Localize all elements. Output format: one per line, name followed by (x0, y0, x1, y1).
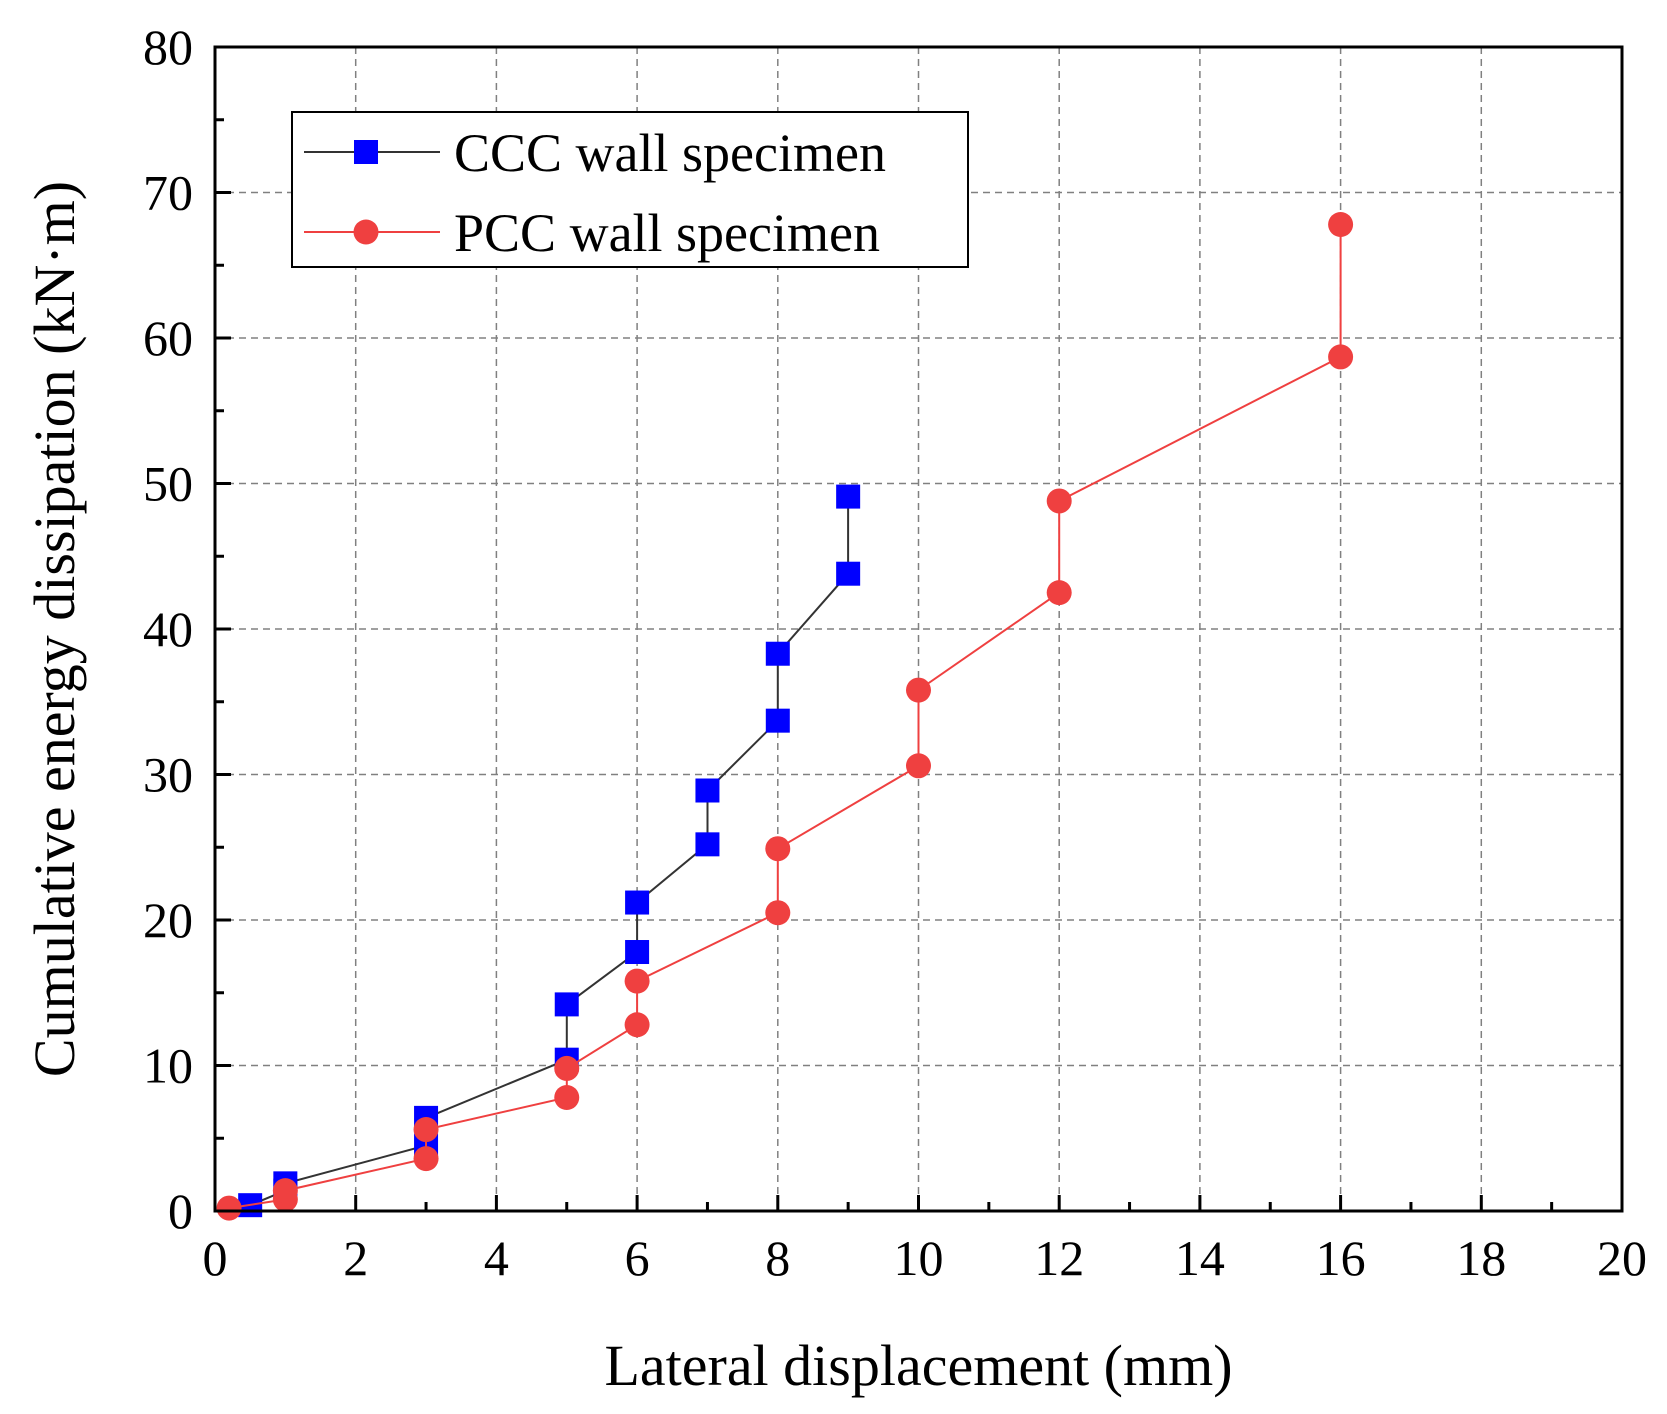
data-point (625, 890, 650, 915)
tick-labels: 0 2 4 6 8 10 12 14 16 18 20 0 10 20 30 40 50 60 70 80 (143, 19, 1647, 1286)
data-point (1046, 488, 1072, 514)
x-tick-label: 16 (1316, 1230, 1366, 1286)
legend-label: PCC wall specimen (454, 203, 880, 263)
y-tick-label: 10 (143, 1038, 193, 1094)
plot-frame (213, 45, 1624, 1213)
data-point (695, 778, 720, 803)
legend-label: CCC wall specimen (454, 123, 886, 183)
data-point (765, 708, 790, 733)
legend-marker (353, 219, 379, 245)
data-point (906, 677, 931, 703)
data-point (695, 832, 720, 857)
y-tick-label: 70 (143, 165, 193, 221)
data-series (216, 212, 1354, 1221)
data-point (836, 484, 861, 509)
legend-marker (354, 140, 378, 164)
y-tick-label: 0 (168, 1183, 193, 1239)
x-axis-title: Lateral displacement (mm) (604, 1333, 1232, 1398)
data-point (413, 1117, 439, 1143)
data-point (1328, 212, 1354, 238)
y-axis-title: Cumulative energy dissipation (kN·m) (22, 181, 87, 1077)
x-tick-label: 10 (894, 1230, 944, 1286)
x-tick-label: 8 (765, 1230, 790, 1286)
x-tick-label: 12 (1034, 1230, 1084, 1286)
x-tick-label: 6 (625, 1230, 650, 1286)
data-point (554, 992, 579, 1017)
data-point (413, 1146, 439, 1172)
data-point (216, 1195, 242, 1221)
data-point (765, 836, 791, 862)
data-point (272, 1178, 298, 1204)
y-tick-label: 80 (143, 19, 193, 75)
data-point (1046, 580, 1072, 606)
data-point (554, 1055, 580, 1081)
data-point (1328, 344, 1354, 370)
x-tick-label: 4 (484, 1230, 509, 1286)
data-point (765, 641, 790, 666)
y-tick-label: 50 (143, 456, 193, 512)
data-point (836, 561, 861, 586)
y-tick-label: 60 (143, 310, 193, 366)
x-tick-label: 2 (343, 1230, 368, 1286)
data-point (906, 753, 931, 779)
data-point (554, 1085, 580, 1111)
y-tick-label: 30 (143, 747, 193, 803)
x-tick-label: 0 (203, 1230, 228, 1286)
data-point (765, 900, 791, 926)
y-tick-label: 20 (143, 892, 193, 948)
x-tick-label: 20 (1597, 1230, 1647, 1286)
y-tick-label: 40 (143, 601, 193, 657)
legend-box (291, 111, 969, 268)
legend-item: CCC wall specimen (304, 123, 886, 183)
data-point (625, 940, 650, 965)
legend-item: PCC wall specimen (304, 203, 880, 263)
x-tick-label: 18 (1456, 1230, 1506, 1286)
data-point (624, 1012, 650, 1038)
series-line (249, 496, 850, 1207)
data-point (624, 968, 650, 994)
legend: CCC wall specimen PCC wall specimen (291, 111, 969, 268)
series-pcc (216, 212, 1354, 1221)
x-tick-label: 14 (1175, 1230, 1225, 1286)
